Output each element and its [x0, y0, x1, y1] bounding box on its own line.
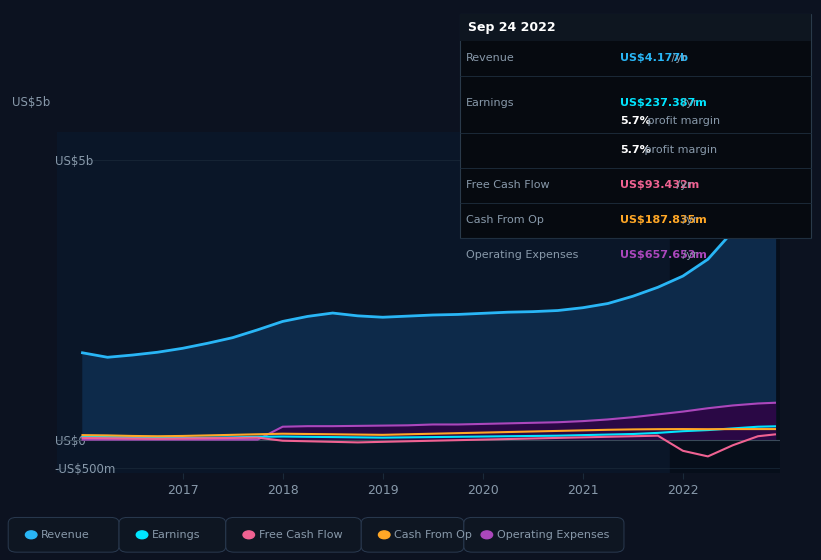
Text: Revenue: Revenue	[41, 530, 89, 540]
Text: Free Cash Flow: Free Cash Flow	[466, 180, 550, 190]
Text: /yr: /yr	[668, 53, 686, 63]
Text: /yr: /yr	[679, 250, 697, 260]
Text: US$4.177b: US$4.177b	[620, 53, 688, 63]
Text: /yr: /yr	[679, 99, 697, 109]
Text: /yr: /yr	[673, 180, 692, 190]
Text: Cash From Op: Cash From Op	[466, 215, 544, 225]
Text: Operating Expenses: Operating Expenses	[466, 250, 579, 260]
Text: profit margin: profit margin	[644, 116, 721, 125]
Text: Sep 24 2022: Sep 24 2022	[468, 21, 556, 34]
Text: Earnings: Earnings	[466, 99, 515, 109]
Text: Revenue: Revenue	[466, 53, 515, 63]
Text: Operating Expenses: Operating Expenses	[497, 530, 609, 540]
Text: US$93.432m: US$93.432m	[620, 180, 699, 190]
Text: 5.7%: 5.7%	[620, 116, 650, 125]
Text: US$187.835m: US$187.835m	[620, 215, 707, 225]
Bar	[670, 132, 793, 473]
Text: Earnings: Earnings	[152, 530, 200, 540]
Text: /yr: /yr	[679, 215, 697, 225]
Text: Free Cash Flow: Free Cash Flow	[259, 530, 342, 540]
Text: Cash From Op: Cash From Op	[394, 530, 472, 540]
Text: US$237.387m: US$237.387m	[620, 99, 707, 109]
Text: profit margin: profit margin	[641, 145, 718, 155]
Text: 5.7%: 5.7%	[620, 145, 650, 155]
Text: US$5b: US$5b	[12, 96, 51, 109]
Text: US$657.653m: US$657.653m	[620, 250, 707, 260]
